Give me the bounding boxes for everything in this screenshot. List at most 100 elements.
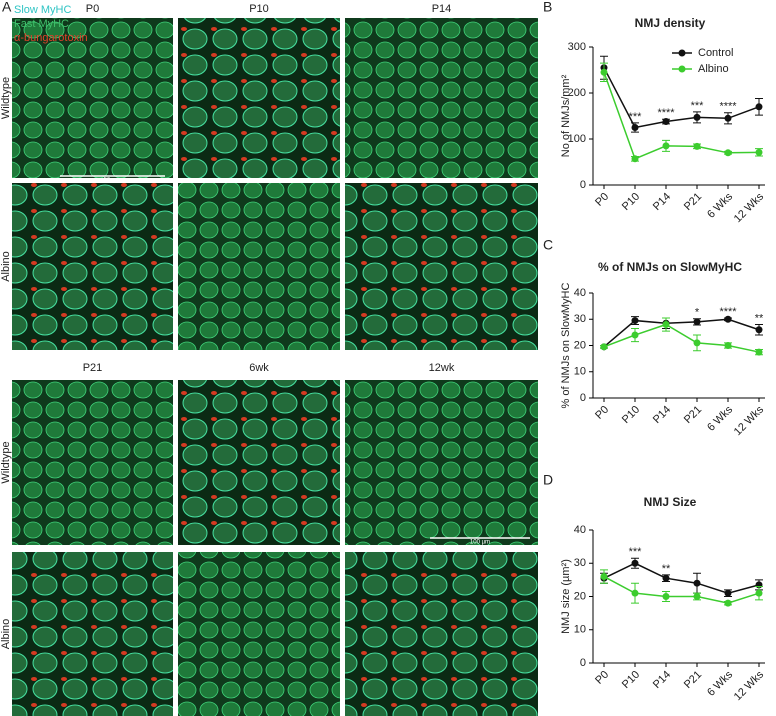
data-point (724, 149, 732, 157)
significance: ** (662, 563, 671, 575)
y-tick-label: 30 (574, 557, 586, 569)
x-tick-label: P10 (620, 404, 642, 426)
significance: **** (719, 306, 737, 318)
panel-label: B (543, 0, 552, 15)
micrograph (178, 380, 340, 545)
y-tick-label: 0 (580, 179, 586, 191)
data-point (631, 124, 639, 131)
y-axis-label: % of NMJs on SlowMyHC (560, 282, 572, 408)
significance: **** (657, 107, 675, 119)
data-point (693, 113, 701, 121)
x-tick-label: P21 (682, 404, 704, 426)
x-tick-label: P0 (593, 191, 611, 209)
y-tick-label: 300 (568, 41, 586, 53)
data-point (600, 343, 608, 351)
data-point (662, 118, 670, 126)
data-point (755, 589, 763, 597)
significance: ** (755, 312, 764, 324)
y-tick-label: 20 (574, 339, 586, 351)
scale-label: 100 µm (470, 540, 490, 546)
timepoint-label: 12wk (429, 362, 455, 374)
data-point (724, 315, 732, 323)
scale-label: 50 µm (104, 178, 121, 184)
micrograph (12, 18, 173, 178)
data-point (600, 573, 608, 581)
series-line (603, 318, 760, 348)
y-tick-label: 200 (568, 87, 586, 99)
chart-title: % of NMJs on SlowMyHC (598, 260, 742, 274)
y-tick-label: 30 (574, 313, 586, 325)
data-point (631, 317, 639, 325)
timepoint-label: P10 (249, 3, 269, 15)
x-tick-label: P10 (620, 191, 642, 213)
micrograph (178, 183, 340, 350)
y-tick-label: 0 (580, 392, 586, 404)
x-tick-label: P21 (682, 191, 704, 213)
significance: *** (629, 546, 643, 558)
series-line (603, 562, 760, 594)
data-point (693, 142, 701, 150)
series-line (603, 72, 760, 160)
row-label: Wildtype (0, 77, 12, 119)
micrograph (345, 380, 538, 545)
x-tick-label: P0 (593, 669, 611, 687)
data-point (755, 103, 763, 111)
y-axis-label: No of NMJs/mm² (560, 74, 572, 157)
chart-title: NMJ Size (644, 495, 697, 509)
row-label: Albino (0, 619, 12, 650)
x-tick-label: P14 (651, 404, 673, 426)
panel-label: D (543, 472, 553, 488)
legend-label: Control (698, 47, 733, 59)
data-point (724, 589, 732, 597)
significance: * (695, 307, 700, 319)
timepoint-label: 6wk (249, 362, 269, 374)
data-point (631, 155, 639, 163)
legend-label: Albino (698, 63, 729, 75)
x-tick-label: 12 Wks (732, 668, 767, 703)
series-line (603, 67, 760, 129)
data-point (724, 114, 732, 122)
chart-title: NMJ density (635, 16, 706, 30)
data-point (662, 574, 670, 582)
stain-legend: Slow MyHC (14, 4, 72, 16)
timepoint-label: P14 (432, 3, 452, 15)
timepoint-label: P0 (86, 3, 99, 15)
y-tick-label: 100 (568, 133, 586, 145)
timepoint-label: P21 (83, 362, 103, 374)
micrograph (12, 183, 173, 350)
x-tick-label: P0 (593, 404, 611, 422)
x-tick-label: P14 (651, 669, 673, 691)
y-tick-label: 40 (574, 287, 586, 299)
data-point (724, 342, 732, 349)
micrograph (345, 18, 538, 178)
data-point (755, 348, 763, 356)
row-label: Albino (0, 251, 12, 282)
micrograph (178, 18, 340, 178)
legend-marker (678, 49, 686, 57)
micrograph (12, 380, 173, 545)
data-point (631, 559, 639, 567)
y-tick-label: 20 (574, 590, 586, 602)
data-point (724, 599, 732, 607)
y-tick-label: 10 (574, 624, 586, 636)
y-tick-label: 40 (574, 524, 586, 536)
micrograph (12, 552, 173, 716)
x-tick-label: P14 (651, 191, 673, 213)
x-tick-label: 12 Wks (732, 190, 767, 225)
stain-legend: α-bungarotoxin (14, 32, 88, 44)
legend-marker (678, 65, 686, 73)
data-point (693, 579, 701, 587)
data-point (662, 321, 670, 328)
data-point (755, 148, 763, 156)
data-point (631, 589, 639, 597)
row-label: Wildtype (0, 441, 12, 483)
data-point (662, 142, 670, 150)
significance: *** (629, 111, 643, 123)
micrograph (178, 552, 340, 716)
x-tick-label: 12 Wks (732, 403, 767, 438)
y-tick-label: 10 (574, 366, 586, 378)
x-tick-label: P10 (620, 669, 642, 691)
y-axis-label: NMJ size (µm²) (560, 559, 572, 634)
micrograph (345, 183, 538, 350)
data-point (693, 339, 701, 347)
